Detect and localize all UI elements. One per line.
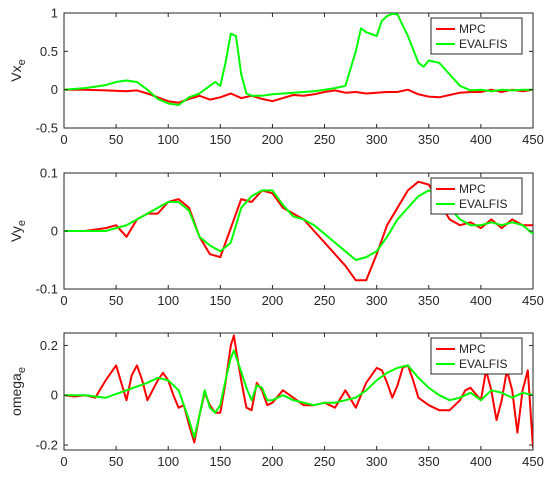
y-tick-label: -0.5 (36, 121, 58, 136)
y-tick-label: 0 (51, 224, 58, 239)
legend-label-evalfis: EVALFIS (459, 37, 507, 51)
series-line-evalfis (64, 13, 533, 106)
y-tick-label: 0.2 (40, 338, 58, 353)
x-tick-label: 450 (522, 293, 544, 308)
y-tick-label: 0 (51, 388, 58, 403)
x-tick-label: 150 (209, 293, 231, 308)
series-line-mpc (64, 88, 533, 104)
legend-label-evalfis: EVALFIS (459, 197, 507, 211)
x-tick-label: 350 (418, 132, 440, 147)
x-tick-label: 300 (366, 132, 388, 147)
x-tick-label: 100 (157, 132, 179, 147)
x-tick-label: 200 (262, 293, 284, 308)
series-line-mpc (64, 180, 533, 282)
x-tick-label: 150 (209, 132, 231, 147)
x-tick-label: 200 (262, 132, 284, 147)
x-tick-label: 350 (418, 454, 440, 469)
x-tick-label: 100 (157, 293, 179, 308)
y-axis-label: Vxe (8, 59, 28, 81)
x-tick-label: 50 (109, 454, 123, 469)
legend-label-evalfis: EVALFIS (459, 357, 507, 371)
x-tick-label: 450 (522, 454, 544, 469)
legend-label-mpc: MPC (459, 342, 486, 356)
x-tick-label: 300 (366, 454, 388, 469)
y-tick-label: -0.1 (36, 282, 58, 297)
legend-box (430, 337, 523, 375)
chart-panel-3: 0 50 100 150 200 250 300 350 400 450-0.200.2omega… (8, 332, 544, 469)
legend-label-mpc: MPC (459, 182, 486, 196)
legend-label-mpc: MPC (459, 22, 486, 36)
x-tick-label: 50 (109, 293, 123, 308)
y-tick-label: -0.2 (36, 438, 58, 453)
legend-box (430, 17, 523, 55)
x-tick-label: 350 (418, 293, 440, 308)
x-tick-label: 250 (314, 132, 336, 147)
series-line-evalfis (64, 349, 533, 439)
chart-panel-2: 0 50 100 150 200 250 300 350 400 450-0.100.1VyeMP… (8, 166, 544, 309)
x-tick-label: 150 (209, 454, 231, 469)
x-tick-label: 100 (157, 454, 179, 469)
x-tick-label: 50 (109, 132, 123, 147)
x-tick-label: 200 (262, 454, 284, 469)
x-tick-label: 400 (470, 454, 492, 469)
x-tick-label: 0 (60, 132, 67, 147)
legend-box (430, 177, 523, 215)
x-tick-label: 300 (366, 293, 388, 308)
y-tick-label: 0 (51, 82, 58, 97)
x-tick-label: 400 (470, 293, 492, 308)
x-tick-label: 400 (470, 132, 492, 147)
y-tick-label: 0.1 (40, 166, 58, 181)
y-axis-label: omegae (8, 367, 28, 416)
chart-panel-1: 0 50 100 150 200 250 300 350 400 450-0.500.51VxeM… (8, 6, 544, 148)
series-line-mpc (64, 334, 533, 448)
x-tick-label: 250 (314, 293, 336, 308)
series-line-evalfis (64, 189, 533, 261)
x-tick-label: 0 (60, 454, 67, 469)
y-axis-label: Vye (8, 220, 28, 242)
y-tick-label: 0.5 (40, 44, 58, 59)
x-tick-label: 250 (314, 454, 336, 469)
y-tick-label: 1 (51, 6, 58, 21)
x-tick-label: 0 (60, 293, 67, 308)
x-tick-label: 450 (522, 132, 544, 147)
